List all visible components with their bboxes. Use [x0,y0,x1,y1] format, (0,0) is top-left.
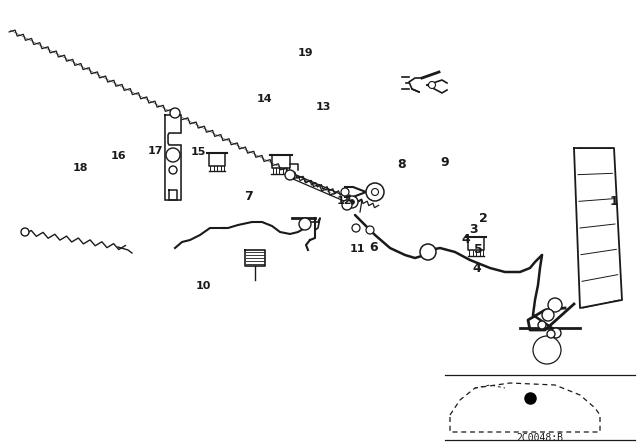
Circle shape [352,224,360,232]
Polygon shape [165,115,181,200]
Circle shape [285,170,295,180]
Text: 18: 18 [72,163,88,173]
Circle shape [21,228,29,236]
Circle shape [349,199,355,204]
Circle shape [542,309,554,321]
Text: 12: 12 [337,196,352,206]
Circle shape [547,330,555,338]
Text: 3: 3 [469,223,478,237]
Text: 10: 10 [196,281,211,291]
Circle shape [548,298,562,312]
Circle shape [299,218,311,230]
Text: 9: 9 [440,156,449,169]
Circle shape [429,82,435,89]
Circle shape [366,226,374,234]
Text: 15: 15 [191,147,206,157]
Text: 6: 6 [369,241,378,254]
Circle shape [371,189,378,195]
Circle shape [366,183,384,201]
Text: 1: 1 [610,195,619,208]
Text: 14: 14 [257,94,272,103]
Circle shape [166,148,180,162]
Circle shape [346,196,358,208]
Circle shape [551,328,561,338]
Polygon shape [574,148,622,308]
Text: 7: 7 [244,190,253,203]
Text: 4: 4 [461,233,470,246]
Circle shape [170,108,180,118]
Circle shape [533,336,561,364]
Text: 16: 16 [111,151,126,161]
Text: 5: 5 [474,243,483,257]
Text: 19: 19 [298,48,314,58]
Text: 4: 4 [472,262,481,276]
Circle shape [169,166,177,174]
Circle shape [538,321,546,329]
Text: 2C0048:B: 2C0048:B [516,433,563,443]
Text: 17: 17 [148,146,163,156]
Text: 2: 2 [479,212,488,225]
Circle shape [342,200,352,210]
Text: 13: 13 [316,102,331,112]
Circle shape [420,244,436,260]
Text: 11: 11 [349,244,365,254]
Text: 8: 8 [397,158,406,172]
Circle shape [341,188,349,196]
